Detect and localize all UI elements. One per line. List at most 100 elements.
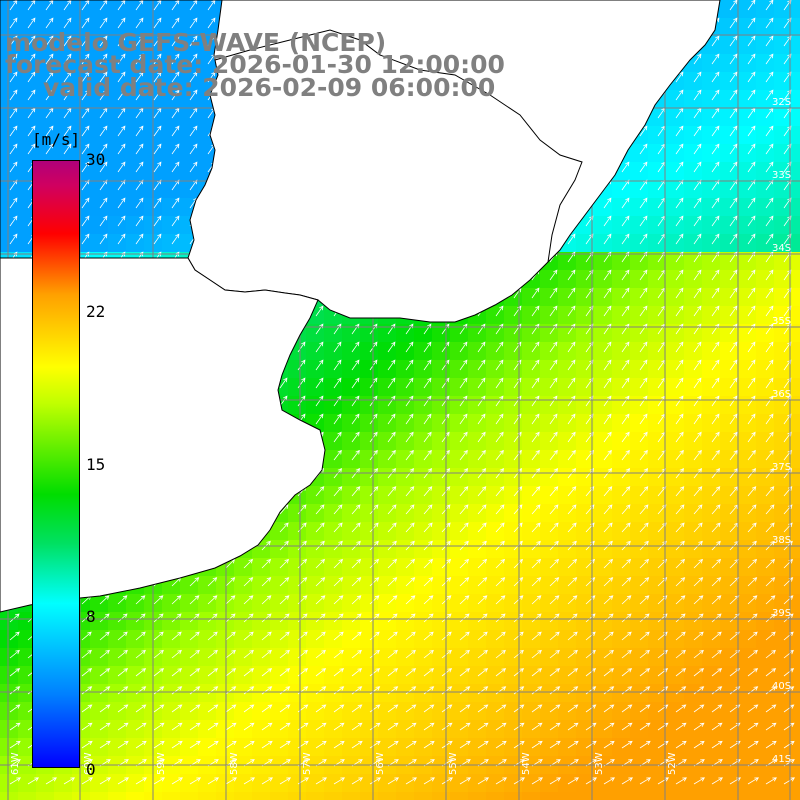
wind-arrow bbox=[405, 377, 414, 389]
wind-arrow bbox=[9, 777, 21, 785]
speed-cell bbox=[756, 216, 775, 235]
speed-cell bbox=[792, 594, 800, 613]
speed-cell bbox=[774, 306, 793, 325]
wind-arrow bbox=[603, 558, 614, 569]
speed-cell bbox=[108, 18, 127, 37]
wind-arrow bbox=[675, 668, 687, 677]
wind-arrow bbox=[639, 558, 650, 569]
speed-cell bbox=[576, 720, 595, 739]
speed-cell bbox=[342, 630, 361, 649]
wind-arrow bbox=[765, 631, 776, 641]
speed-cell bbox=[558, 684, 577, 703]
speed-cell bbox=[774, 270, 793, 289]
wind-arrow bbox=[207, 595, 218, 605]
speed-cell bbox=[594, 288, 613, 307]
wind-arrow bbox=[747, 269, 756, 281]
speed-cell bbox=[792, 522, 800, 541]
wind-arrow bbox=[261, 722, 273, 731]
wind-arrow bbox=[531, 449, 540, 461]
wind-arrow bbox=[747, 287, 756, 299]
speed-cell bbox=[198, 792, 217, 800]
speed-cell bbox=[360, 432, 379, 451]
wind-arrow bbox=[171, 233, 180, 245]
wind-arrow bbox=[171, 35, 180, 47]
speed-cell bbox=[342, 594, 361, 613]
wind-arrow bbox=[45, 125, 54, 137]
wind-arrow bbox=[603, 305, 612, 317]
wind-arrow bbox=[351, 631, 362, 641]
wind-arrow bbox=[225, 631, 236, 641]
argentina-land bbox=[0, 0, 326, 613]
speed-cell bbox=[306, 360, 325, 379]
speed-cell bbox=[792, 630, 800, 649]
speed-cell bbox=[450, 774, 469, 793]
speed-cell bbox=[648, 396, 667, 415]
wind-arrow bbox=[495, 504, 505, 515]
wind-arrow bbox=[333, 668, 345, 677]
wind-arrow bbox=[9, 613, 20, 623]
wind-arrow bbox=[405, 649, 416, 659]
wind-arrow bbox=[441, 668, 453, 677]
speed-cell bbox=[396, 540, 415, 559]
speed-cell bbox=[126, 72, 145, 91]
speed-cell bbox=[270, 576, 289, 595]
speed-cell bbox=[558, 612, 577, 631]
wind-arrow bbox=[747, 613, 758, 623]
speed-cell bbox=[0, 144, 19, 163]
wind-arrow bbox=[99, 777, 111, 785]
wind-arrow bbox=[639, 305, 648, 317]
speed-cell bbox=[792, 90, 800, 109]
wind-arrow bbox=[423, 522, 433, 533]
speed-cell bbox=[738, 774, 757, 793]
speed-cell bbox=[486, 558, 505, 577]
speed-cell bbox=[198, 666, 217, 685]
speed-cell bbox=[126, 720, 145, 739]
speed-cell bbox=[792, 612, 800, 631]
speed-cell bbox=[360, 612, 379, 631]
wind-arrow bbox=[549, 631, 560, 641]
speed-cell bbox=[180, 612, 199, 631]
speed-cell bbox=[108, 180, 127, 199]
speed-cell bbox=[666, 360, 685, 379]
wind-arrow bbox=[135, 722, 147, 731]
wind-arrow bbox=[9, 71, 18, 83]
wind-arrow bbox=[351, 777, 363, 785]
wind-arrow bbox=[765, 341, 774, 353]
wind-arrow bbox=[549, 686, 561, 695]
wind-arrow bbox=[441, 649, 452, 659]
speed-cell bbox=[756, 0, 775, 19]
speed-cell bbox=[378, 414, 397, 433]
speed-cell bbox=[360, 684, 379, 703]
speed-cell bbox=[720, 252, 739, 271]
speed-cell bbox=[324, 666, 343, 685]
speed-cell bbox=[648, 540, 667, 559]
wind-arrow bbox=[369, 431, 378, 443]
speed-cell bbox=[738, 612, 757, 631]
speed-cell bbox=[792, 558, 800, 577]
wind-arrow bbox=[747, 35, 756, 47]
wind-arrow bbox=[477, 740, 489, 749]
speed-cell bbox=[432, 684, 451, 703]
speed-cell bbox=[630, 702, 649, 721]
speed-cell bbox=[612, 180, 631, 199]
wind-arrow bbox=[441, 631, 452, 641]
wind-arrow bbox=[477, 777, 489, 785]
speed-cell bbox=[774, 18, 793, 37]
wind-arrow bbox=[333, 395, 342, 407]
wind-arrow bbox=[693, 704, 705, 713]
speed-cell bbox=[378, 576, 397, 595]
speed-cell bbox=[756, 396, 775, 415]
speed-cell bbox=[594, 666, 613, 685]
wind-arrow bbox=[531, 558, 542, 569]
wind-arrow bbox=[153, 631, 164, 641]
speed-cell bbox=[0, 180, 19, 199]
speed-cell bbox=[594, 774, 613, 793]
speed-cell bbox=[198, 702, 217, 721]
speed-cell bbox=[396, 342, 415, 361]
colorbar-tick-22: 22 bbox=[86, 302, 106, 321]
wind-arrow bbox=[459, 431, 468, 443]
speed-cell bbox=[558, 702, 577, 721]
speed-cell bbox=[756, 198, 775, 217]
wind-arrow bbox=[207, 704, 219, 713]
wind-arrow bbox=[783, 686, 795, 695]
